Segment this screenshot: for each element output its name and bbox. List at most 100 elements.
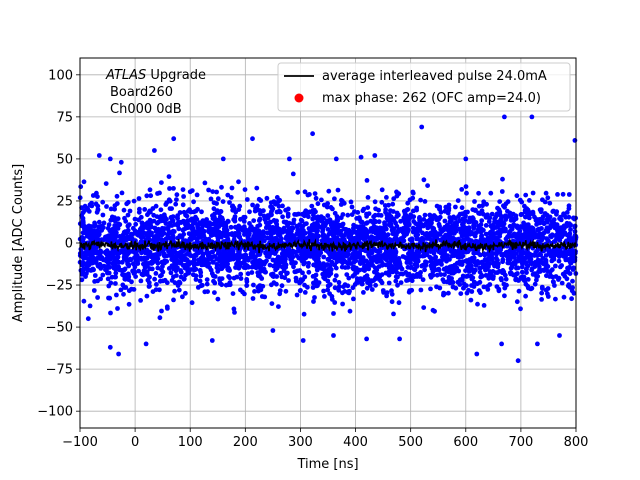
data-point — [498, 276, 504, 282]
data-point — [519, 235, 525, 240]
data-point — [183, 290, 188, 296]
data-point — [225, 261, 231, 267]
data-point — [508, 265, 514, 271]
data-point — [214, 189, 220, 195]
data-point — [271, 274, 276, 279]
data-point — [244, 263, 250, 269]
data-point — [251, 282, 256, 288]
data-point — [566, 282, 572, 288]
data-point — [325, 213, 331, 219]
data-point — [341, 284, 346, 290]
data-point — [507, 210, 513, 216]
data-point — [219, 184, 224, 190]
data-point — [398, 280, 404, 285]
data-point — [141, 261, 146, 267]
data-point — [315, 256, 321, 261]
data-point — [230, 254, 236, 260]
data-point — [356, 225, 362, 231]
data-point — [207, 226, 212, 232]
data-point — [544, 225, 550, 231]
data-point — [232, 224, 238, 230]
data-point — [459, 187, 465, 192]
data-point — [556, 258, 562, 264]
data-point — [211, 259, 216, 265]
data-point — [399, 266, 405, 272]
data-point — [438, 227, 444, 233]
data-point — [377, 249, 383, 255]
data-point — [376, 219, 382, 225]
data-point — [365, 195, 371, 200]
data-point — [452, 230, 457, 236]
data-point — [345, 260, 350, 266]
data-point — [497, 212, 503, 218]
data-point — [550, 209, 556, 215]
data-point — [105, 259, 111, 265]
data-point — [271, 250, 277, 256]
data-point — [547, 200, 553, 206]
data-point — [325, 287, 331, 293]
data-point — [193, 266, 199, 272]
data-point — [389, 288, 394, 294]
data-point — [309, 251, 314, 257]
data-point — [445, 253, 450, 258]
data-point — [277, 288, 283, 293]
data-point — [537, 231, 542, 236]
data-point — [326, 188, 332, 194]
data-point — [297, 288, 303, 294]
data-point — [159, 237, 164, 242]
outlier-point — [331, 333, 336, 338]
legend-box — [277, 62, 571, 112]
data-point — [355, 280, 361, 285]
data-point — [483, 223, 489, 228]
data-point — [173, 201, 179, 207]
y-tick-label: 100 — [48, 68, 73, 83]
outlier-point — [107, 156, 113, 162]
data-point — [88, 227, 94, 233]
data-point — [556, 275, 562, 281]
outlier-point — [535, 341, 540, 347]
data-point — [454, 249, 459, 255]
data-point — [197, 278, 203, 284]
data-point — [87, 202, 93, 208]
data-point — [332, 210, 338, 216]
data-point — [163, 236, 169, 242]
data-point — [377, 274, 383, 280]
data-point — [378, 213, 384, 218]
data-point — [147, 266, 153, 272]
data-point — [171, 274, 176, 280]
data-point — [214, 208, 220, 214]
data-point — [83, 250, 88, 256]
data-point — [122, 229, 128, 235]
data-point — [171, 186, 176, 191]
data-point — [463, 184, 469, 190]
y-tick-label: 0 — [65, 237, 73, 252]
data-point — [394, 193, 400, 199]
data-point — [464, 190, 469, 196]
y-axis-label: Amplitude [ADC Counts] — [11, 164, 26, 322]
data-point — [415, 232, 421, 238]
data-point — [283, 288, 289, 294]
data-point — [164, 304, 170, 310]
outlier-point — [499, 341, 504, 347]
data-point — [133, 221, 139, 227]
data-point — [359, 219, 365, 225]
data-point — [463, 268, 468, 273]
data-point — [312, 256, 317, 261]
x-tick-label: 800 — [564, 435, 589, 450]
data-point — [297, 268, 303, 273]
data-point — [244, 197, 250, 202]
data-point — [87, 233, 93, 239]
data-point — [322, 294, 327, 299]
data-point — [257, 216, 263, 222]
data-point — [240, 289, 246, 295]
data-point — [400, 254, 406, 259]
data-point — [180, 202, 186, 208]
data-point — [228, 195, 234, 200]
data-point — [380, 262, 386, 267]
data-point — [524, 206, 530, 212]
y-tick-label: 75 — [56, 110, 73, 125]
data-point — [257, 274, 263, 279]
data-point — [264, 230, 270, 236]
outlier-point — [372, 153, 378, 158]
data-point — [320, 227, 326, 233]
